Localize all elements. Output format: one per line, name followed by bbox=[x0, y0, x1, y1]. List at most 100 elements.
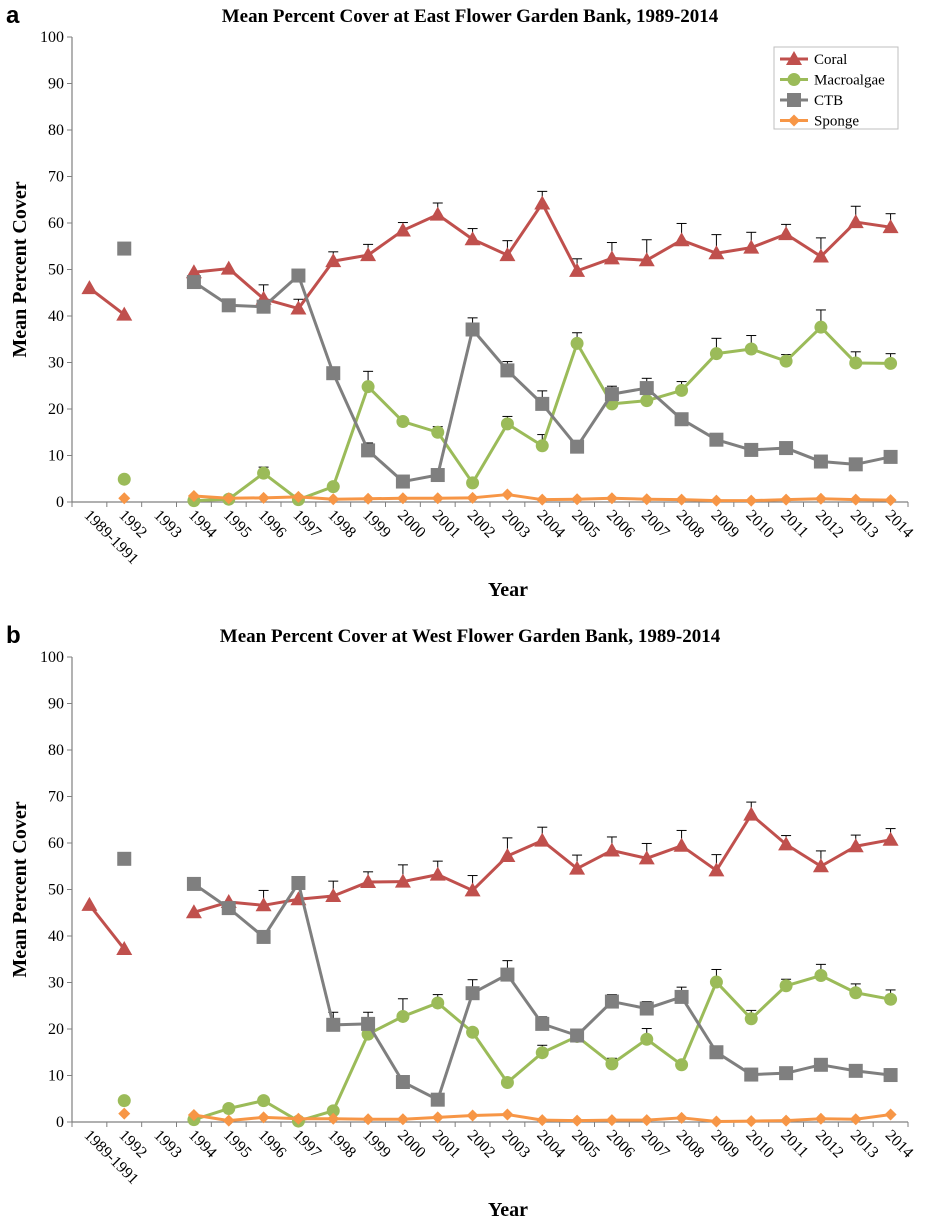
x-tick-label: 2007 bbox=[638, 1127, 673, 1162]
y-tick-label: 20 bbox=[48, 401, 64, 418]
line-segment-macroalgae bbox=[819, 326, 857, 365]
point-sponge bbox=[710, 494, 723, 507]
point-sponge bbox=[675, 493, 688, 506]
point-sponge bbox=[780, 1114, 793, 1127]
y-axis-title: Mean Percent Cover bbox=[9, 181, 31, 357]
chart-east-flower-garden: Mean Percent Cover at East Flower Garden… bbox=[9, 6, 916, 601]
x-tick-label: 2006 bbox=[603, 1127, 638, 1162]
line-segment-macroalgae bbox=[715, 981, 753, 1020]
point-macroalgae bbox=[779, 354, 793, 368]
x-tick-label: 1994 bbox=[185, 1127, 220, 1162]
point-ctb bbox=[570, 1028, 585, 1043]
point-sponge bbox=[466, 491, 479, 504]
line-segment-ctb bbox=[436, 992, 475, 1101]
x-tick-label: 2004 bbox=[533, 1127, 568, 1162]
point-ctb bbox=[744, 1067, 759, 1082]
point-sponge bbox=[362, 492, 375, 505]
x-tick-label: 2012 bbox=[812, 507, 847, 542]
point-coral bbox=[394, 222, 411, 237]
point-sponge bbox=[571, 1114, 584, 1127]
point-macroalgae bbox=[535, 1046, 549, 1060]
line-segment-coral bbox=[646, 844, 683, 860]
panel-letter: a bbox=[6, 2, 20, 29]
legend: Coral Macroalgae CTB Sponge bbox=[773, 46, 899, 130]
line-segment-macroalgae bbox=[506, 1051, 544, 1084]
point-ctb bbox=[326, 1017, 341, 1032]
point-sponge bbox=[257, 1111, 270, 1124]
x-tick-label: 2003 bbox=[499, 1127, 534, 1162]
point-sponge bbox=[536, 1114, 549, 1127]
point-coral bbox=[743, 806, 760, 821]
x-tick-label: 2002 bbox=[464, 507, 499, 542]
point-macroalgae bbox=[605, 1057, 619, 1071]
point-macroalgae bbox=[222, 1102, 236, 1116]
y-tick-label: 40 bbox=[48, 308, 64, 325]
legend-marker-coral bbox=[786, 51, 802, 65]
point-sponge bbox=[187, 489, 200, 502]
point-ctb bbox=[291, 875, 306, 890]
x-tick-label: 1994 bbox=[185, 507, 220, 542]
y-tick-label: 90 bbox=[48, 696, 64, 713]
series-ctb bbox=[117, 851, 898, 1107]
x-tick-label: 2014 bbox=[882, 1127, 917, 1162]
point-coral bbox=[569, 262, 586, 277]
point-ctb bbox=[604, 994, 619, 1009]
chart-title: Mean Percent Cover at East Flower Garden… bbox=[222, 6, 719, 27]
point-macroalgae bbox=[431, 996, 445, 1010]
x-tick-label: 2001 bbox=[429, 1127, 464, 1162]
point-ctb bbox=[779, 1066, 794, 1081]
point-macroalgae bbox=[500, 417, 514, 431]
y-tick-label: 70 bbox=[48, 789, 64, 806]
point-macroalgae bbox=[849, 986, 863, 1000]
line-segment-ctb bbox=[575, 393, 614, 448]
line-segment-coral bbox=[193, 267, 229, 274]
legend-label-coral: Coral bbox=[814, 52, 847, 68]
x-tick-label: 1998 bbox=[324, 1127, 359, 1162]
point-ctb bbox=[465, 986, 480, 1001]
line-segment-sponge bbox=[646, 1116, 682, 1122]
point-macroalgae bbox=[396, 415, 410, 429]
point-sponge bbox=[780, 493, 793, 506]
series-macroalgae bbox=[117, 309, 898, 508]
point-macroalgae bbox=[117, 1094, 131, 1108]
line-segment-ctb bbox=[680, 996, 718, 1054]
point-sponge bbox=[292, 490, 305, 503]
x-tick-label: 2008 bbox=[673, 1127, 708, 1162]
line-segment-coral bbox=[716, 246, 752, 255]
point-coral bbox=[360, 247, 377, 262]
point-sponge bbox=[536, 493, 549, 506]
legend-label-macroalgae: Macroalgae bbox=[814, 73, 885, 89]
line-segment-coral bbox=[298, 894, 334, 901]
point-ctb bbox=[186, 876, 201, 891]
point-sponge bbox=[571, 493, 584, 506]
point-sponge bbox=[605, 1114, 618, 1127]
point-ctb bbox=[221, 298, 236, 313]
line-segment-sponge bbox=[681, 1116, 717, 1124]
point-sponge bbox=[884, 1108, 897, 1121]
point-sponge bbox=[396, 492, 409, 505]
x-tick-label: 1998 bbox=[324, 507, 359, 542]
point-ctb bbox=[361, 1016, 376, 1031]
line-segment-coral bbox=[611, 256, 647, 262]
point-coral bbox=[673, 232, 690, 247]
line-segment-ctb bbox=[262, 882, 300, 938]
point-coral bbox=[81, 280, 98, 295]
line-segment-macroalgae bbox=[680, 352, 718, 392]
point-coral bbox=[673, 837, 690, 852]
x-tick-label: 2013 bbox=[847, 507, 882, 542]
point-ctb bbox=[291, 268, 306, 283]
line-segment-ctb bbox=[297, 275, 335, 374]
point-coral bbox=[708, 862, 725, 877]
point-ctb bbox=[848, 457, 863, 472]
point-coral bbox=[638, 252, 655, 267]
point-sponge bbox=[640, 1114, 653, 1127]
x-tick-label: 2013 bbox=[847, 1127, 882, 1162]
point-macroalgae bbox=[326, 1104, 340, 1118]
point-coral bbox=[638, 850, 655, 865]
point-coral bbox=[394, 873, 411, 888]
point-ctb bbox=[709, 1045, 724, 1060]
x-tick-label: 2005 bbox=[568, 507, 603, 542]
point-ctb bbox=[604, 387, 619, 402]
line-segment-macroalgae bbox=[471, 423, 509, 484]
y-tick-label: 30 bbox=[48, 975, 64, 992]
